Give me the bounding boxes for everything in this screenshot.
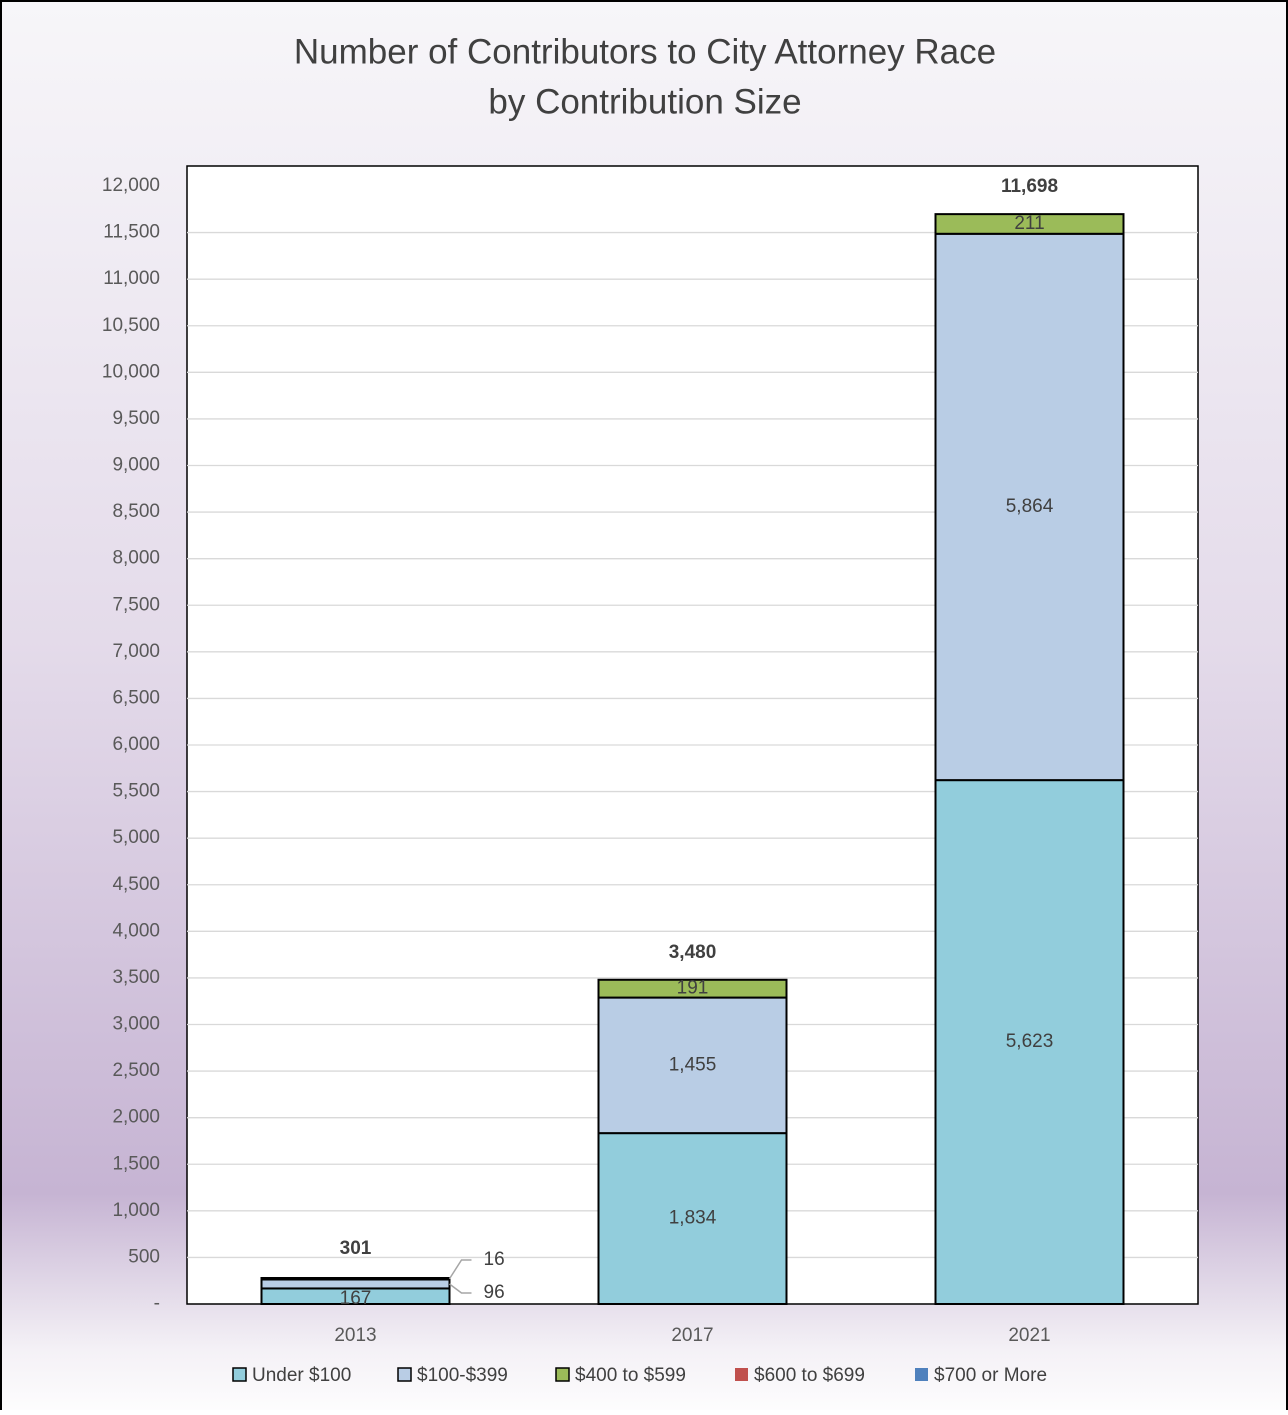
- leader-line: [448, 1259, 472, 1280]
- data-label: 5,623: [1006, 1031, 1054, 1052]
- chart-title: by Contribution Size: [488, 82, 801, 121]
- bar-segment: [934, 213, 1125, 235]
- bar-segment: [597, 996, 788, 1135]
- bar-segment: [934, 779, 1125, 1305]
- y-tick-label: -: [154, 1293, 160, 1314]
- legend-marker: [915, 1368, 928, 1381]
- data-label: 1,834: [669, 1208, 717, 1229]
- bar-segment: [260, 1277, 451, 1281]
- y-tick-label: 9,000: [112, 455, 160, 476]
- y-tick-label: 8,000: [112, 548, 160, 569]
- legend-label: $600 to $699: [754, 1365, 865, 1386]
- y-tick-label: 5,000: [112, 827, 160, 848]
- legend-label: $100-$399: [417, 1365, 508, 1386]
- legend-marker: [555, 1367, 570, 1382]
- total-label: 3,480: [669, 942, 717, 963]
- bar-segment: [934, 232, 1125, 782]
- y-tick-label: 7,000: [112, 641, 160, 662]
- y-tick-label: 8,500: [112, 501, 160, 522]
- data-label: 5,864: [1006, 496, 1054, 517]
- legend-marker: [397, 1367, 412, 1382]
- y-tick-label: 9,500: [112, 408, 160, 429]
- data-label: 167: [340, 1288, 372, 1309]
- legend-label: $700 or More: [934, 1365, 1047, 1386]
- total-label: 11,698: [1001, 176, 1058, 197]
- y-tick-label: 2,500: [112, 1060, 160, 1081]
- y-tick-label: 11,500: [103, 222, 160, 243]
- legend-marker: [232, 1367, 247, 1382]
- legend-label: Under $100: [252, 1365, 351, 1386]
- y-tick-label: 12,000: [102, 175, 160, 196]
- leader-line: [449, 1283, 472, 1294]
- chart-title: Number of Contributors to City Attorney …: [294, 32, 996, 71]
- bar-segment: [597, 1132, 788, 1305]
- y-tick-label: 3,000: [112, 1014, 160, 1035]
- y-tick-label: 7,500: [112, 594, 160, 615]
- data-label: 96: [484, 1282, 505, 1303]
- data-label: 211: [1014, 213, 1044, 234]
- data-label: 16: [484, 1249, 505, 1270]
- y-tick-label: 10,500: [102, 315, 160, 336]
- y-tick-label: 1,500: [112, 1153, 160, 1174]
- bar-segment: [597, 978, 788, 999]
- x-tick-label: 2017: [671, 1325, 713, 1346]
- y-tick-label: 10,000: [102, 361, 160, 382]
- y-tick-label: 6,000: [112, 734, 160, 755]
- y-tick-label: 6,500: [112, 687, 160, 708]
- y-tick-label: 3,500: [112, 967, 160, 988]
- y-tick-label: 5,500: [112, 781, 160, 802]
- legend-marker: [735, 1368, 748, 1381]
- y-tick-label: 4,000: [112, 920, 160, 941]
- y-tick-label: 1,000: [112, 1200, 160, 1221]
- x-tick-label: 2013: [334, 1325, 376, 1346]
- bar-segment: [260, 1278, 451, 1290]
- total-label: 301: [340, 1238, 372, 1259]
- y-tick-label: 500: [128, 1246, 160, 1267]
- y-tick-label: 2,000: [112, 1107, 160, 1128]
- y-tick-label: 4,500: [112, 874, 160, 895]
- data-label: 191: [677, 978, 709, 999]
- x-tick-label: 2021: [1008, 1325, 1050, 1346]
- data-label: 1,455: [669, 1054, 717, 1075]
- legend-label: $400 to $599: [575, 1365, 686, 1386]
- y-tick-label: 11,000: [103, 268, 160, 289]
